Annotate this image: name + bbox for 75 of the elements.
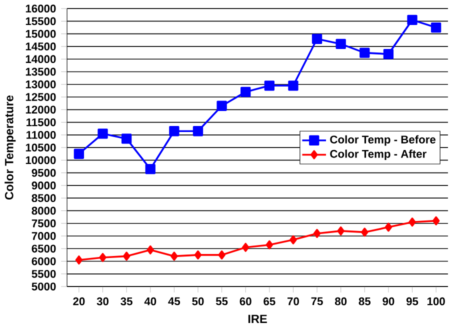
x-tick-label: 45 <box>168 298 180 306</box>
point <box>192 126 204 136</box>
x-tick-label: 40 <box>144 298 156 306</box>
y-tick-label: 8000 <box>32 206 56 215</box>
y-tick-label: 12000 <box>26 106 56 114</box>
y-tick-label: 6500 <box>32 244 56 253</box>
x-tick-label: 85 <box>358 298 371 306</box>
y-tick-label: 9000 <box>32 182 56 190</box>
point <box>169 126 180 136</box>
point <box>216 100 227 112</box>
y-tick-label: 5000 <box>32 282 56 291</box>
x-axis-title: IRE <box>248 315 267 324</box>
x-tick-label: 95 <box>406 298 418 306</box>
x-tick-label: 55 <box>216 298 228 306</box>
point <box>384 222 392 232</box>
x-tick-label: 20 <box>73 298 85 306</box>
x-tick-label: 60 <box>240 298 252 306</box>
x-tick-label: 30 <box>96 298 108 306</box>
point <box>218 250 226 260</box>
point <box>290 235 297 244</box>
y-tick-label: 14000 <box>26 55 56 64</box>
y-tick-label: 10000 <box>26 156 56 164</box>
point <box>74 148 84 160</box>
x-tick-label: 50 <box>192 298 204 306</box>
point <box>336 39 346 50</box>
point <box>194 250 202 260</box>
legend-label: Color Temp - After <box>330 150 426 160</box>
y-tick-label: 7500 <box>32 220 56 228</box>
y-tick-label: 16000 <box>26 4 56 13</box>
point <box>98 128 108 139</box>
point <box>145 164 156 174</box>
point <box>313 229 321 238</box>
y-tick-label: 5500 <box>32 270 56 278</box>
point <box>122 252 130 261</box>
point <box>430 22 442 33</box>
y-tick-label: 13500 <box>26 68 56 76</box>
point <box>264 80 274 91</box>
point <box>408 218 416 227</box>
x-tick-label: 80 <box>334 298 347 306</box>
y-axis-title: Color Temperature <box>4 96 16 200</box>
point <box>288 80 298 91</box>
y-tick-label: 10500 <box>26 144 56 152</box>
y-tick-label: 9500 <box>32 169 56 177</box>
y-tick-label: 6000 <box>32 258 56 266</box>
y-tick-label: 8500 <box>32 194 56 202</box>
point <box>121 134 132 144</box>
point <box>99 253 106 262</box>
x-tick-label: 100 <box>427 298 445 306</box>
legend-label: Color Temp - Before <box>330 135 436 146</box>
x-tick-label: 75 <box>311 298 323 306</box>
x-tick-label: 35 <box>120 298 132 306</box>
point <box>146 246 154 255</box>
y-tick-label: 13000 <box>26 80 56 89</box>
point <box>383 49 394 60</box>
point <box>361 228 368 237</box>
x-tick-label: 65 <box>264 298 276 306</box>
x-tick-label: 70 <box>288 298 299 306</box>
y-tick-label: 12500 <box>26 93 56 102</box>
point <box>312 34 322 44</box>
point <box>432 216 440 226</box>
x-tick-label: 90 <box>382 298 394 306</box>
y-tick-label: 11000 <box>26 131 56 140</box>
y-tick-label: 15500 <box>26 17 56 26</box>
y-tick-label: 15000 <box>26 30 56 38</box>
point <box>240 87 251 98</box>
point <box>242 243 250 252</box>
point <box>407 15 418 26</box>
y-tick-label: 14500 <box>26 42 56 51</box>
point <box>75 256 83 265</box>
point <box>170 252 178 261</box>
point <box>266 240 274 250</box>
y-tick-label: 11500 <box>26 118 56 126</box>
point <box>337 226 344 236</box>
point <box>360 48 370 58</box>
y-tick-label: 7000 <box>32 232 56 240</box>
